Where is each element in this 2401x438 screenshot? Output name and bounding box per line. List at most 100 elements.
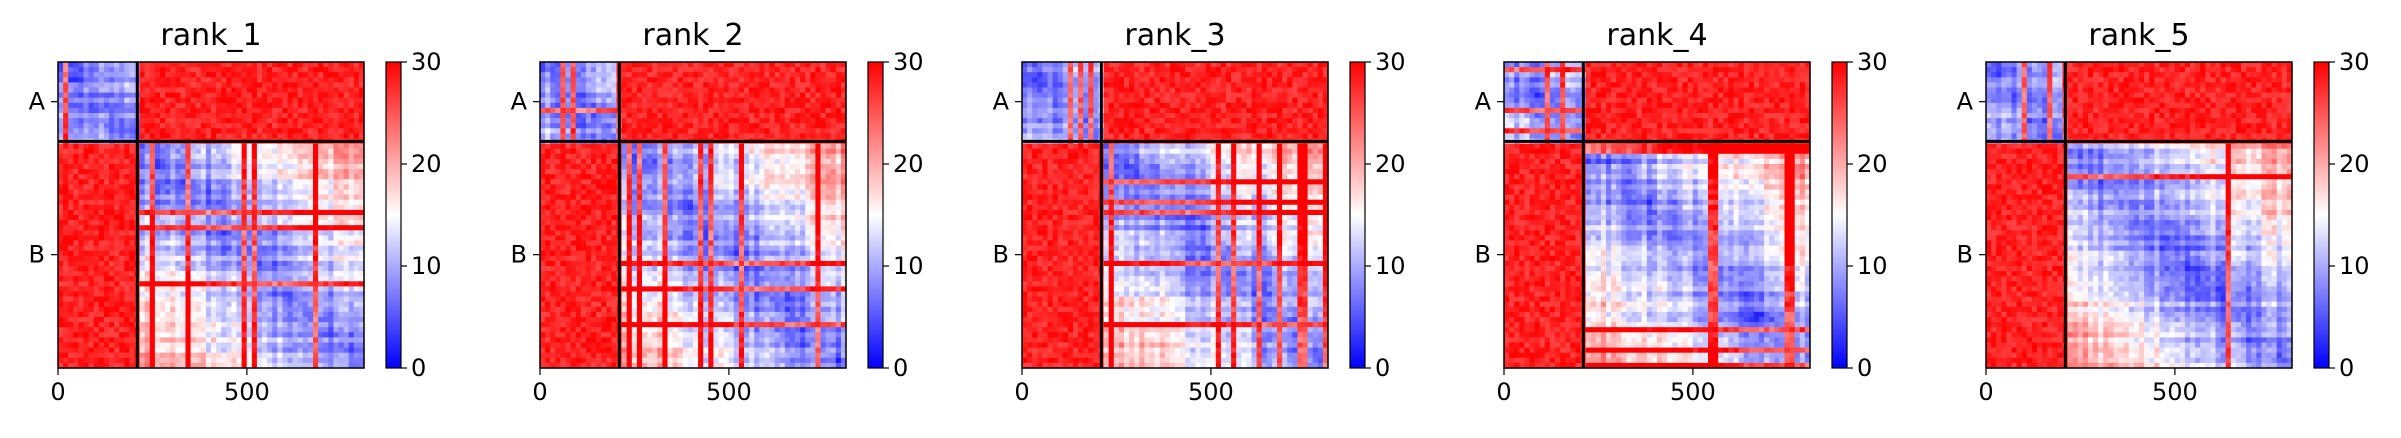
heatmap-cell [318,327,324,333]
heatmap-cell [200,352,207,359]
heatmap-cell [170,306,176,313]
heatmap-cell [297,260,304,267]
heatmap-cell [302,240,309,247]
heatmap-cell [328,220,334,226]
heatmap-cell [565,92,572,99]
heatmap-cell [267,301,273,308]
heatmap-cell [256,164,263,170]
heatmap-cell [221,164,227,170]
heatmap-cell [313,199,319,206]
heatmap-cell [272,245,278,252]
heatmap-cell [139,296,146,303]
heatmap-cell [338,235,345,242]
heatmap-cell [83,301,90,308]
heatmap-cell [154,311,161,318]
heatmap-cell [348,291,355,298]
heatmap-cell [73,327,79,333]
heatmap-cell [175,230,181,236]
heatmap-cell [185,291,192,298]
heatmap-cell [160,291,166,298]
heatmap-cell [251,72,258,78]
heatmap-cell [718,67,725,73]
heatmap-cell [784,153,791,160]
heatmap-cell [348,352,355,359]
heatmap-cell [221,255,227,262]
heatmap-cell [338,230,345,236]
heatmap-cell [358,107,365,114]
heatmap-cell [114,158,120,165]
heatmap-cell [338,250,345,257]
heatmap-cell [667,164,674,170]
heatmap-cell [585,67,592,73]
heatmap-cell [160,327,166,333]
heatmap-cell [545,164,551,170]
heatmap-cell [216,118,222,124]
heatmap-cell [698,62,704,68]
heatmap-cell [216,281,222,287]
heatmap-cell [353,225,360,231]
heatmap-cell [272,199,278,206]
heatmap-cell [733,128,740,134]
heatmap-cell [149,332,156,338]
heatmap-cell [73,255,79,262]
heatmap-cell [78,133,85,140]
heatmap-cell [216,250,222,257]
heatmap-cell [119,199,125,206]
heatmap-cell [216,174,222,180]
heatmap-cell [713,174,720,180]
heatmap-cell [626,82,633,89]
heatmap-cell [693,62,699,68]
heatmap-cell [307,148,314,155]
heatmap-cell [353,296,360,303]
heatmap-cell [78,311,85,318]
heatmap-cell [124,82,130,89]
heatmap-cell [109,67,115,73]
heatmap-cell [580,128,587,134]
heatmap-cell [307,194,314,201]
heatmap-cell [825,153,832,160]
heatmap-cell [154,347,161,354]
heatmap-cell [313,179,319,185]
heatmap-cell [139,260,146,267]
heatmap-cell [800,148,806,155]
heatmap-cell [343,235,350,242]
heatmap-cell [180,255,187,262]
heatmap-cell [611,67,618,73]
heatmap-cell [292,133,299,140]
heatmap-cell [221,352,227,359]
heatmap-cell [216,72,222,78]
heatmap-cell [114,97,120,104]
heatmap-cell [93,87,100,94]
heatmap-cell [83,143,90,150]
heatmap-cell [165,327,171,333]
heatmap-cell [631,148,638,155]
heatmap-cell [231,92,238,99]
heatmap-cell [103,72,110,78]
heatmap-cell [93,92,100,99]
heatmap-cell [200,133,207,140]
heatmap-cell [236,92,243,99]
heatmap-cell [88,322,95,328]
heatmap-cell [631,67,638,73]
heatmap-cell [318,72,324,78]
heatmap-cell [591,113,597,119]
heatmap-cell [272,347,278,354]
heatmap-cell [103,347,110,354]
heatmap-cell [825,82,832,89]
heatmap-cell [154,87,161,94]
heatmap-cell [200,215,207,221]
heatmap-cell [246,158,253,165]
heatmap-cell [83,260,90,267]
heatmap-cell [68,230,74,236]
heatmap-cell [677,82,684,89]
heatmap-cell [241,271,248,277]
heatmap-cell [195,332,202,338]
heatmap-cell [73,352,79,359]
heatmap-cell [830,67,837,73]
heatmap-cell [545,128,551,134]
heatmap-cell [241,235,248,242]
heatmap-cell [139,209,146,216]
heatmap-cell [124,291,130,298]
heatmap-cell [246,164,253,170]
heatmap-cell [160,225,166,231]
